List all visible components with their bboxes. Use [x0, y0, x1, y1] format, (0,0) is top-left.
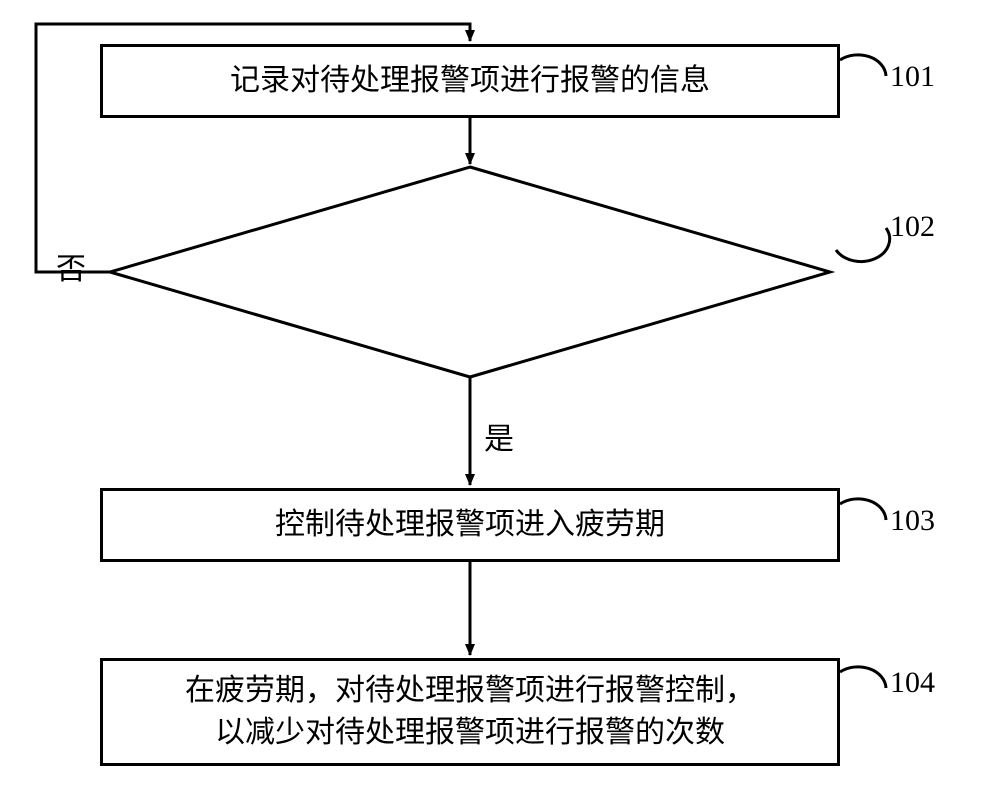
step-label-101: 101: [890, 60, 935, 94]
process-104-line-2: 以减少对待处理报警项进行报警的次数: [215, 716, 725, 749]
callout-arc-103: [840, 499, 886, 520]
decision-line-2: 警项进行报警的信息是否满足预设: [245, 255, 695, 288]
process-text-103: 控制待处理报警项进入疲劳期: [275, 504, 665, 546]
process-text-101: 记录对待处理报警项进行报警的信息: [230, 60, 710, 102]
decision-text-102: 判断对待处理报 警项进行报警的信息是否满足预设 的疲劳条件: [220, 207, 720, 337]
branch-label-no: 否: [56, 244, 86, 288]
process-text-104: 在疲劳期，对待处理报警项进行报警控制， 以减少对待处理报警项进行报警的次数: [185, 670, 755, 754]
process-box-103: 控制待处理报警项进入疲劳期: [100, 488, 840, 562]
branch-label-yes: 是: [484, 414, 514, 458]
process-box-101: 记录对待处理报警项进行报警的信息: [100, 44, 840, 118]
decision-line-3: 的疲劳条件: [395, 295, 545, 328]
step-label-103: 103: [890, 504, 935, 538]
process-104-line-1: 在疲劳期，对待处理报警项进行报警控制，: [185, 674, 755, 707]
decision-line-1: 判断对待处理报: [365, 214, 575, 247]
process-box-104: 在疲劳期，对待处理报警项进行报警控制， 以减少对待处理报警项进行报警的次数: [100, 658, 840, 766]
step-label-102: 102: [890, 210, 935, 244]
callout-arc-101: [840, 55, 886, 76]
callout-arc-104: [840, 667, 886, 688]
step-label-104: 104: [890, 666, 935, 700]
callout-arc-102: [836, 228, 890, 262]
